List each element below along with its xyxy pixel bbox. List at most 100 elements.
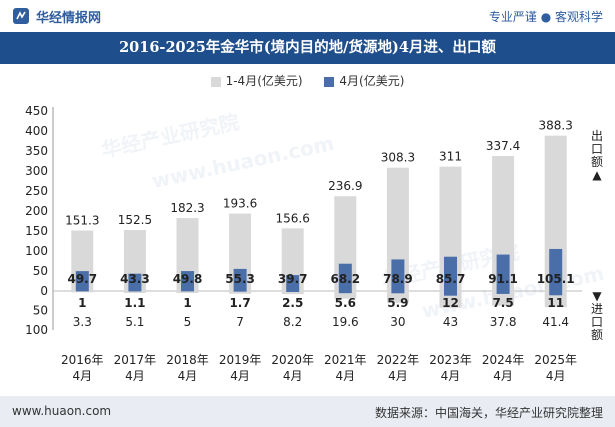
top-bar: 华经情报网 专业严谨 ● 客观科学	[0, 0, 615, 32]
bar-label-import-month: 1	[78, 296, 86, 310]
bar-import-month	[286, 291, 300, 292]
x-tick-label-year: 2025年	[534, 353, 577, 367]
import-arrow-icon: ▼	[592, 289, 602, 303]
bar-import-month	[496, 291, 510, 294]
footer: www.huaon.com 数据来源：中国海关，华经产业研究院整理	[0, 396, 615, 427]
bar-label-import-month: 1.1	[124, 296, 145, 310]
import-axis-label: ▼ 进口额	[590, 290, 604, 342]
x-tick-label-year: 2020年	[271, 353, 314, 367]
y-tick-label: 350	[25, 144, 48, 158]
bar-label-export-cumulative: 152.5	[118, 213, 152, 227]
y-tick-label: 150	[25, 224, 48, 238]
x-tick-label-month: 4月	[546, 369, 566, 383]
x-tick-label-month: 4月	[230, 369, 250, 383]
bar-label-export-month: 49.7	[67, 272, 97, 286]
y-tick-label: 0	[40, 284, 48, 298]
bar-label-import-cumulative: 5	[184, 315, 192, 329]
x-tick-label-year: 2019年	[219, 353, 262, 367]
bar-label-export-month: 68.2	[330, 272, 360, 286]
bar-import-month	[233, 291, 247, 292]
brand-logo-icon	[13, 8, 29, 24]
bar-import-month	[338, 291, 352, 294]
x-tick-label-month: 4月	[178, 369, 198, 383]
y-tick-label: 50	[33, 304, 48, 318]
bar-export-month	[338, 263, 352, 291]
bar-label-export-cumulative: 337.4	[486, 139, 520, 153]
bar-export-month	[233, 268, 247, 291]
bar-label-import-cumulative: 5.1	[125, 315, 144, 329]
bar-label-export-month: 85.7	[436, 272, 466, 286]
x-tick-label-month: 4月	[388, 369, 408, 383]
y-tick-label: 50	[33, 264, 48, 278]
bar-label-export-cumulative: 311	[439, 150, 462, 164]
bar-label-import-cumulative: 30	[390, 315, 405, 329]
footer-source: 数据来源：中国海关，华经产业研究院整理	[374, 406, 603, 420]
bar-label-import-cumulative: 37.8	[490, 315, 517, 329]
export-axis-label: 出口额 ▲	[590, 130, 604, 182]
tagline: 专业严谨 ● 客观科学	[488, 10, 603, 24]
legend-swatch-cumulative	[210, 76, 221, 87]
bar-export-month	[128, 273, 142, 291]
bar-label-import-month: 7.5	[492, 296, 513, 310]
bar-label-export-cumulative: 236.9	[328, 179, 362, 193]
bar-export-month	[391, 259, 405, 291]
bar-import-cumulative	[334, 291, 357, 299]
bar-import-cumulative	[71, 291, 94, 293]
bar-label-export-cumulative: 193.6	[223, 197, 257, 211]
x-tick-label-month: 4月	[335, 369, 355, 383]
legend-label-cumulative: 1-4月(亿美元)	[225, 74, 303, 88]
bar-label-export-month: 39.7	[278, 272, 308, 286]
bar-label-export-month: 55.3	[225, 272, 255, 286]
x-tick-label-year: 2024年	[482, 353, 525, 367]
bar-label-export-month: 43.3	[120, 272, 150, 286]
bar-import-cumulative	[123, 291, 146, 293]
x-tick-label-year: 2017年	[114, 353, 157, 367]
export-arrow-icon: ▲	[592, 168, 602, 182]
x-tick-label-month: 4月	[125, 369, 145, 383]
x-tick-label-year: 2016年	[61, 353, 104, 367]
legend-label-month: 4月(亿美元)	[339, 74, 405, 88]
bar-label-import-month: 12	[442, 296, 459, 310]
bar-label-import-cumulative: 41.4	[542, 315, 569, 329]
bar-label-export-cumulative: 156.6	[276, 211, 310, 225]
brand-name: 华经情报网	[36, 11, 102, 26]
import-axis-text: 进口额	[590, 302, 603, 342]
bar-label-export-cumulative: 308.3	[381, 151, 415, 165]
bar-label-import-month: 1.7	[229, 296, 250, 310]
bar-export-month	[75, 271, 89, 291]
y-tick-label: 250	[25, 184, 48, 198]
bar-export-month	[444, 256, 457, 291]
bar-label-export-month: 91.1	[488, 272, 518, 286]
y-tick-label: 450	[25, 104, 48, 118]
y-tick-label: 100	[25, 323, 48, 337]
legend-swatch-month	[324, 76, 335, 87]
bar-import-month	[444, 291, 457, 296]
bar-import-month	[549, 291, 563, 296]
bar-label-export-cumulative: 182.3	[170, 201, 204, 215]
bar-label-import-cumulative: 43	[443, 315, 458, 329]
bar-label-export-cumulative: 388.3	[539, 119, 573, 133]
bar-export-month	[549, 248, 563, 291]
bar-import-cumulative	[176, 291, 199, 293]
y-tick-label: 200	[25, 204, 48, 218]
bar-export-month	[496, 254, 510, 291]
bar-label-export-month: 105.1	[537, 272, 575, 286]
bar-label-import-month: 2.5	[282, 296, 303, 310]
x-tick-label-year: 2022年	[377, 353, 420, 367]
bar-label-export-month: 49.8	[173, 272, 203, 286]
bar-import-cumulative	[229, 291, 252, 294]
x-tick-label-month: 4月	[441, 369, 461, 383]
bar-label-import-month: 11	[547, 296, 564, 310]
bar-label-import-cumulative: 8.2	[283, 315, 302, 329]
footer-website: www.huaon.com	[12, 404, 112, 418]
bar-import-cumulative	[492, 291, 515, 306]
bar-label-export-month: 78.9	[383, 272, 413, 286]
y-tick-label: 100	[25, 244, 48, 258]
x-tick-label-month: 4月	[493, 369, 513, 383]
legend-item-cumulative: 1-4月(亿美元)	[210, 72, 303, 89]
bar-label-import-month: 5.6	[335, 296, 356, 310]
bar-export-month	[181, 271, 194, 291]
legend-item-month: 4月(亿美元)	[324, 72, 404, 89]
bar-label-import-month: 1	[183, 296, 191, 310]
x-tick-label-month: 4月	[283, 369, 303, 383]
